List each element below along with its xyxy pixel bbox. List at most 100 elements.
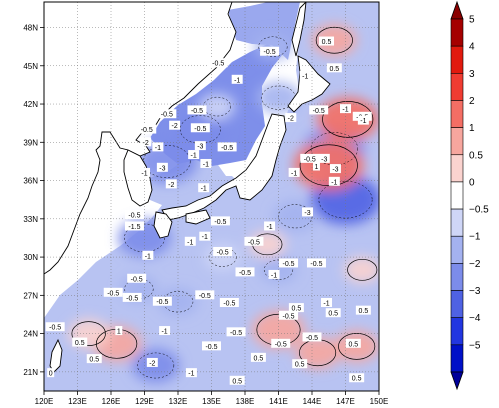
contour-label-bg xyxy=(302,332,322,342)
contour-label-bg xyxy=(299,70,311,80)
contour-label-bg xyxy=(159,326,171,336)
contour-label-bg xyxy=(86,354,102,364)
colorbar-swatch xyxy=(450,45,464,74)
land-korea xyxy=(123,149,153,207)
contour-label-bg xyxy=(202,341,221,351)
colorbar-swatch xyxy=(450,73,464,101)
colorbar-label: 0 xyxy=(469,177,475,188)
contour-label-bg xyxy=(152,296,172,306)
contour-label: -0.5 xyxy=(126,295,138,302)
colorbar-swatch xyxy=(450,181,464,210)
contour-label-bg xyxy=(72,337,88,347)
contour-label: -0.5 xyxy=(217,249,229,256)
contour-label-bg xyxy=(326,63,342,73)
x-tick-label: 126E xyxy=(102,397,121,406)
x-tick-label: 147E xyxy=(336,397,355,406)
contour-label: -0.5 xyxy=(230,330,242,337)
anomaly-zone xyxy=(311,24,357,57)
y-tick-label: 30N xyxy=(23,253,38,262)
zero-contours xyxy=(71,26,378,379)
land-taiwan xyxy=(49,338,63,373)
contour-label-bg xyxy=(146,357,158,367)
contour-label: -0.5 xyxy=(221,145,233,152)
anomaly-zone xyxy=(198,93,236,120)
colorbar-label: 5 xyxy=(469,15,475,26)
contour-label: 0.5 xyxy=(352,376,362,383)
contour-label: -0.5 xyxy=(131,276,143,283)
colorbar-label: −4 xyxy=(469,313,481,324)
contour-label: -0.5 xyxy=(107,290,119,297)
colorbar-swatch xyxy=(450,18,464,47)
y-tick-label: 48N xyxy=(23,24,38,33)
land-shikoku xyxy=(185,209,211,225)
contour-label: 0.5 xyxy=(89,357,99,364)
contour-label: -1 xyxy=(188,371,194,378)
anomaly-zone xyxy=(344,256,379,283)
contour-labels: 0.5 -0.5 -0.5 0.5 -1 -1 -1 -0.5 -0.5 -1 -2 -0.5 -0.5… xyxy=(45,36,372,385)
land-sakhalin xyxy=(291,2,307,57)
contour-label: -1.5 xyxy=(128,224,140,231)
x-tick-label: 150E xyxy=(370,397,389,406)
y-axis: 21N 24N 27N 30N 33N 36N 39N 42N 45N 48N xyxy=(23,24,44,377)
contour-label-bg xyxy=(157,109,177,119)
contour-label: -3 xyxy=(332,167,338,174)
contour-label-bg xyxy=(319,36,335,46)
contour-label: -2 xyxy=(288,116,294,123)
contour-label: 0.5 xyxy=(254,355,264,362)
contour-label-bg xyxy=(124,221,144,231)
negative-contour xyxy=(143,144,191,178)
anomaly-zone xyxy=(316,97,379,142)
contour-label: -0.5 xyxy=(264,49,276,56)
x-tick-label: 144E xyxy=(303,397,322,406)
negative-contour xyxy=(318,180,373,219)
colorbar-label: 2 xyxy=(469,96,475,107)
colorbar-swatch xyxy=(450,344,464,373)
contour-label-bg xyxy=(349,373,365,383)
contour-label-bg xyxy=(137,124,157,134)
zero-contour xyxy=(347,258,378,281)
contour-label: 0.5 xyxy=(328,311,338,318)
contour-label-bg xyxy=(321,297,333,307)
contour-label-bg xyxy=(226,327,246,337)
contour-label-bg xyxy=(194,141,206,151)
contour-label: -1 xyxy=(234,77,240,84)
contour-label: -0.5 xyxy=(191,108,203,115)
contour-label-bg xyxy=(264,221,276,231)
contour-label-bg xyxy=(190,123,210,133)
negative-contour xyxy=(179,115,221,144)
colorbar-extend-top xyxy=(450,0,464,20)
contour-label: -3 xyxy=(304,210,310,217)
contour-label-bg xyxy=(229,375,245,385)
x-axis: 120E 123E 126E 129E 132E 135E 138E 141E 144E 147E… xyxy=(35,391,389,406)
contour-label: -1 xyxy=(291,170,297,177)
y-tick-label: 33N xyxy=(23,215,38,224)
contour-label: -0.5 xyxy=(248,239,260,246)
negative-contour xyxy=(263,259,294,280)
colorbar-label: −0.5 xyxy=(469,205,489,216)
zero-contour xyxy=(315,26,353,54)
contour-label-bg xyxy=(103,287,123,297)
x-tick-label: 135E xyxy=(202,397,221,406)
contour-label: -0.5 xyxy=(212,61,224,68)
contour-label-bg xyxy=(302,207,314,217)
contour-label: -2 xyxy=(168,182,174,189)
contour-label: -1 xyxy=(331,179,337,186)
y-tick-label: 42N xyxy=(23,100,38,109)
land-honshu xyxy=(161,113,287,221)
anomaly-zone xyxy=(158,287,198,316)
y-tick-label: 27N xyxy=(23,291,38,300)
gridlines xyxy=(44,2,379,391)
contour-label: -1 xyxy=(360,118,366,125)
contour-label: -1 xyxy=(323,300,329,307)
contour-label-bg xyxy=(124,209,144,219)
contour-label-bg xyxy=(271,338,291,348)
contour-label: -1 xyxy=(191,153,197,160)
contour-label-bg xyxy=(169,120,181,130)
contour-label: -0.5 xyxy=(283,261,295,268)
contour-label-bg xyxy=(312,161,320,171)
contour-label-bg xyxy=(306,258,326,268)
contour-label-bg xyxy=(285,113,297,123)
contour-label-bg xyxy=(250,352,266,362)
y-tick-label: 45N xyxy=(23,62,38,71)
